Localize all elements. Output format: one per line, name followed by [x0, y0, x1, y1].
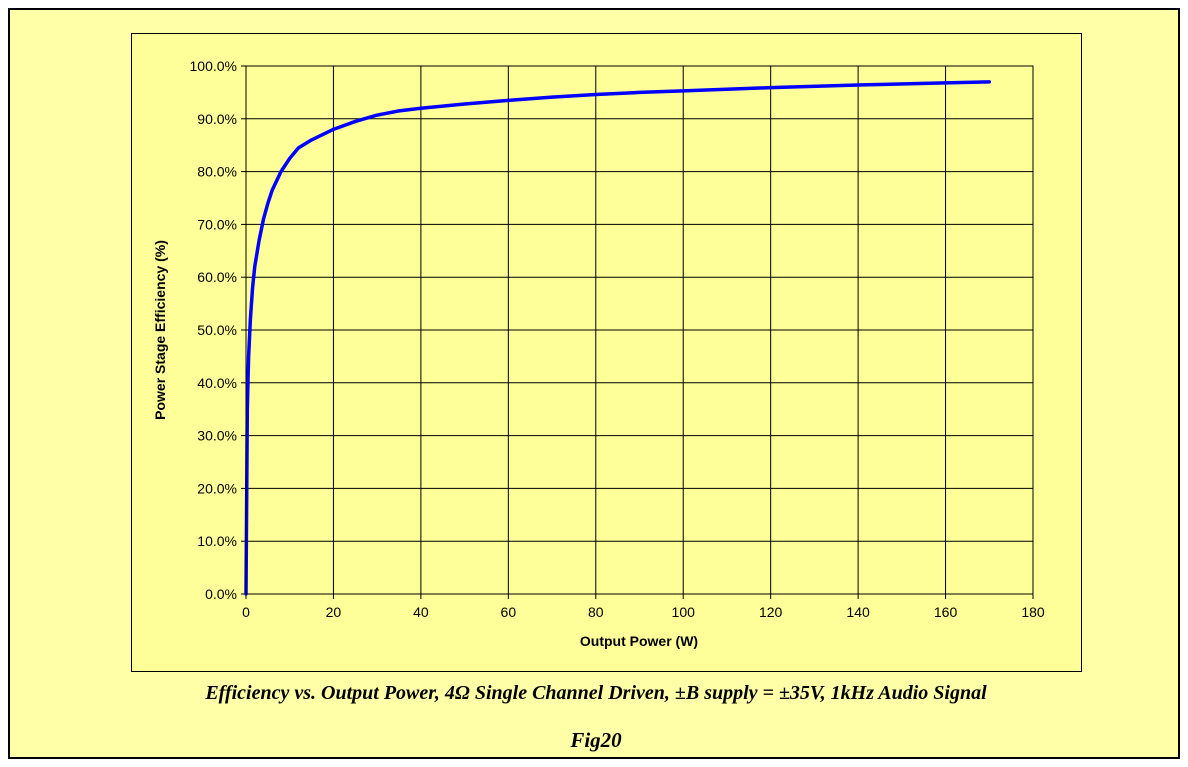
x-tick-label: 180	[1021, 604, 1045, 620]
figure-label: Fig20	[570, 728, 622, 752]
y-tick-label: 80.0%	[197, 164, 237, 180]
plot-border	[245, 65, 1034, 595]
y-axis-label: Power Stage Efficiency (%)	[152, 240, 168, 420]
x-tick-label: 140	[846, 604, 870, 620]
x-tick-label: 100	[672, 604, 696, 620]
x-tick-label: 60	[501, 604, 517, 620]
y-tick-label: 10.0%	[197, 533, 237, 549]
efficiency-chart: 0.0% 10.0% 20.0% 30.0% 40.0% 50.0% 60.0% 70.0% 8…	[152, 58, 1045, 649]
x-tick-label: 120	[759, 604, 783, 620]
x-tick-label: 20	[326, 604, 342, 620]
x-tick-label: 80	[588, 604, 604, 620]
x-axis-label: Output Power (W)	[580, 633, 698, 649]
series-layer	[244, 80, 992, 596]
y-tick-label: 20.0%	[197, 480, 237, 496]
y-tick-label: 40.0%	[197, 375, 237, 391]
figure-frame: 0.0% 10.0% 20.0% 30.0% 40.0% 50.0% 60.0% 70.0% 8…	[8, 8, 1180, 759]
chart-area: 0.0% 10.0% 20.0% 30.0% 40.0% 50.0% 60.0% 70.0% 8…	[131, 33, 1082, 672]
y-tick-label: 70.0%	[197, 216, 237, 232]
x-tick-label: 40	[413, 604, 429, 620]
x-tick-label: 160	[934, 604, 958, 620]
y-tick-label: 0.0%	[205, 586, 237, 602]
tick-labels: 0.0% 10.0% 20.0% 30.0% 40.0% 50.0% 60.0% 70.0% 8…	[190, 58, 1045, 620]
efficiency-series-line	[244, 80, 992, 596]
x-tick-label: 0	[242, 604, 250, 620]
figure-caption: Efficiency vs. Output Power, 4Ω Single C…	[205, 682, 987, 704]
y-tick-label: 50.0%	[197, 322, 237, 338]
y-tick-label: 100.0%	[190, 58, 237, 74]
y-tick-label: 60.0%	[197, 269, 237, 285]
y-tick-label: 30.0%	[197, 428, 237, 444]
y-tick-label: 90.0%	[197, 111, 237, 127]
